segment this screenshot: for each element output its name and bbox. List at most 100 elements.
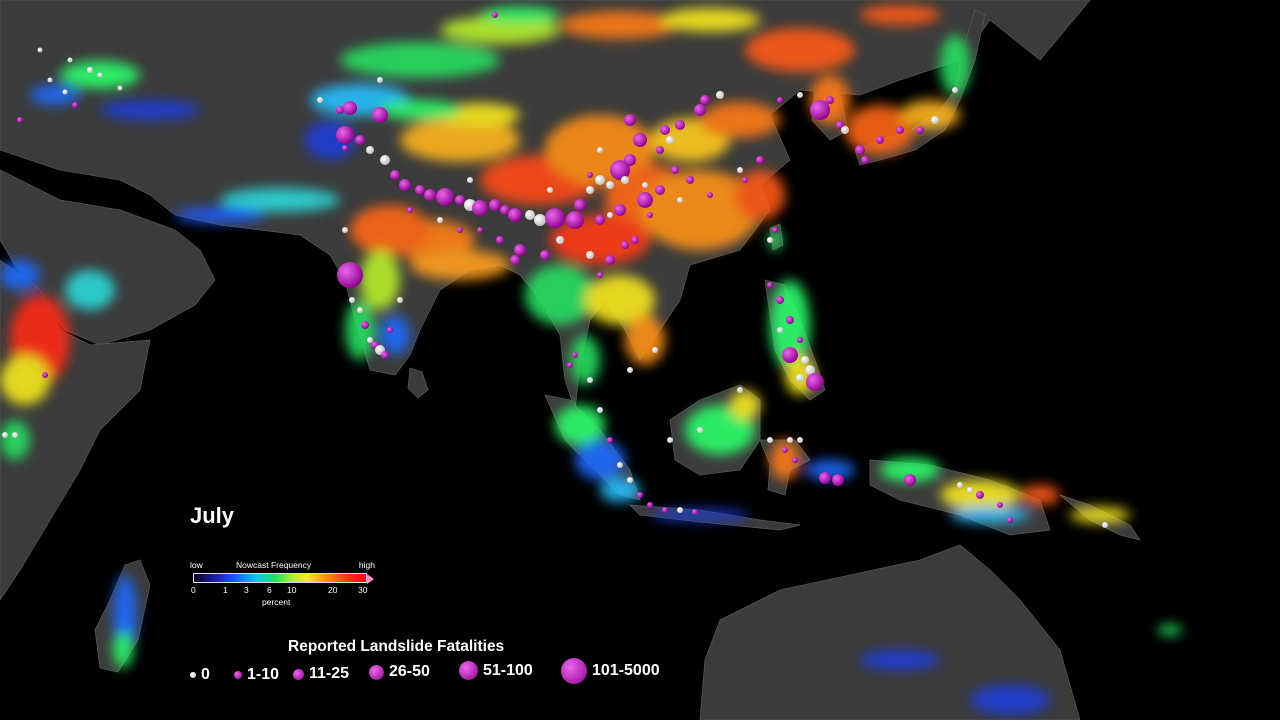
landslide-marker-fatal <box>496 236 504 244</box>
legend-dot-purple <box>459 661 478 680</box>
landslide-marker-fatal <box>896 126 904 134</box>
landslide-marker-fatal <box>540 250 550 260</box>
landslide-marker-fatal <box>826 96 834 104</box>
landslide-marker-zero <box>47 77 53 83</box>
colorbar-tick: 20 <box>328 585 338 595</box>
landslide-marker-fatal <box>477 227 483 233</box>
fatality-markers <box>2 12 1108 528</box>
colorbar-tick: 30 <box>358 585 368 595</box>
legend-label: 0 <box>201 666 210 683</box>
landslide-marker-zero <box>607 212 613 218</box>
landslide-marker-zero <box>547 187 553 193</box>
colorbar-tick: 10 <box>287 585 297 595</box>
landslide-marker-zero <box>767 237 773 243</box>
land-sri-lanka <box>407 367 429 399</box>
landslide-marker-zero <box>931 116 939 124</box>
legend-item-51-100: 51-100 <box>459 661 533 680</box>
landslide-marker-fatal <box>660 125 670 135</box>
landslide-marker-fatal <box>742 177 748 183</box>
landslide-marker-zero <box>642 182 648 188</box>
landslide-marker-fatal <box>686 176 694 184</box>
landslide-marker-fatal <box>777 97 783 103</box>
landslide-marker-fatal <box>655 185 665 195</box>
landslide-marker-zero <box>87 67 93 73</box>
landslide-marker-fatal <box>782 347 798 363</box>
landslide-marker-zero <box>777 327 783 333</box>
landslide-marker-fatal <box>42 372 48 378</box>
landslide-marker-fatal <box>624 154 636 166</box>
landslide-marker-fatal <box>1007 517 1013 523</box>
landslide-marker-fatal <box>407 207 413 213</box>
landslide-marker-zero <box>467 177 473 183</box>
landslide-marker-fatal <box>399 179 411 191</box>
landslide-marker-fatal <box>637 192 653 208</box>
landslide-marker-zero <box>621 176 629 184</box>
landslide-marker-fatal <box>700 95 710 105</box>
legend-label: 51-100 <box>483 661 533 679</box>
landslide-marker-zero <box>652 347 658 353</box>
colorbar-unit: percent <box>262 597 291 607</box>
landslide-marker-zero <box>349 297 355 303</box>
landslide-marker-fatal <box>633 133 647 147</box>
landslide-marker-fatal <box>567 362 573 368</box>
landslide-marker-fatal <box>355 135 365 145</box>
landslide-marker-fatal <box>776 296 784 304</box>
legend-dot-purple <box>561 658 587 684</box>
colorbar-title: Nowcast Frequency <box>236 560 312 570</box>
landslide-marker-fatal <box>792 457 798 463</box>
landslide-marker-zero <box>737 387 743 393</box>
landslide-marker-fatal <box>631 236 639 244</box>
landslide-marker-fatal <box>621 241 629 249</box>
landslide-marker-zero <box>525 210 535 220</box>
landslide-marker-fatal <box>797 337 803 343</box>
fatalities-legend-title: Reported Landslide Fatalities <box>288 638 505 655</box>
colorbar-ticks: 0 1 3 6 10 20 30 <box>190 585 375 597</box>
landslide-marker-zero <box>117 85 123 91</box>
landslide-marker-zero <box>667 437 673 443</box>
colorbar-tick: 6 <box>267 585 272 595</box>
landslide-marker-zero <box>797 92 803 98</box>
nowcast-colorbar: low Nowcast Frequency high 0 1 3 6 10 20… <box>190 560 375 607</box>
landslide-marker-fatal <box>861 156 869 164</box>
colorbar-end-arrow <box>367 574 374 584</box>
colorbar-high-label: high <box>358 560 375 570</box>
land-eurasia <box>0 0 1091 411</box>
colorbar-gradient <box>193 573 367 583</box>
landslide-marker-fatal <box>415 185 425 195</box>
landslide-marker-fatal <box>500 205 510 215</box>
land-australia <box>699 544 1081 720</box>
landslide-marker-fatal <box>607 437 613 443</box>
legend-label: 26-50 <box>389 663 430 680</box>
landslide-marker-fatal <box>361 321 369 329</box>
landslide-marker-fatal <box>472 200 488 216</box>
landslide-marker-zero <box>37 47 43 53</box>
landslide-marker-zero <box>2 432 8 438</box>
landslide-marker-zero <box>317 97 323 103</box>
landslide-marker-zero <box>12 432 18 438</box>
landslide-marker-fatal <box>510 255 520 265</box>
landslide-marker-fatal <box>387 327 393 333</box>
landslide-marker-zero <box>967 487 973 493</box>
landslide-marker-fatal <box>597 272 603 278</box>
landslide-marker-fatal <box>707 192 713 198</box>
landslide-marker-zero <box>952 87 958 93</box>
landslide-marker-zero <box>677 507 683 513</box>
landslide-marker-fatal <box>436 188 454 206</box>
landslide-marker-fatal <box>855 145 865 155</box>
landslide-marker-zero <box>606 181 614 189</box>
landslide-marker-zero <box>627 367 633 373</box>
landslide-marker-zero <box>67 57 73 63</box>
landslide-marker-zero <box>737 167 743 173</box>
landslide-marker-zero <box>767 437 773 443</box>
landslide-marker-zero <box>397 297 403 303</box>
landslide-marker-fatal <box>904 474 916 486</box>
legend-label: 1-10 <box>247 666 280 683</box>
landslide-marker-fatal <box>997 502 1003 508</box>
landslide-marker-zero <box>597 147 603 153</box>
landslide-marker-zero <box>796 374 804 382</box>
landslide-marker-zero <box>801 356 809 364</box>
landslide-marker-zero <box>367 337 373 343</box>
landslide-marker-fatal <box>756 156 764 164</box>
landslide-marker-fatal <box>337 262 363 288</box>
